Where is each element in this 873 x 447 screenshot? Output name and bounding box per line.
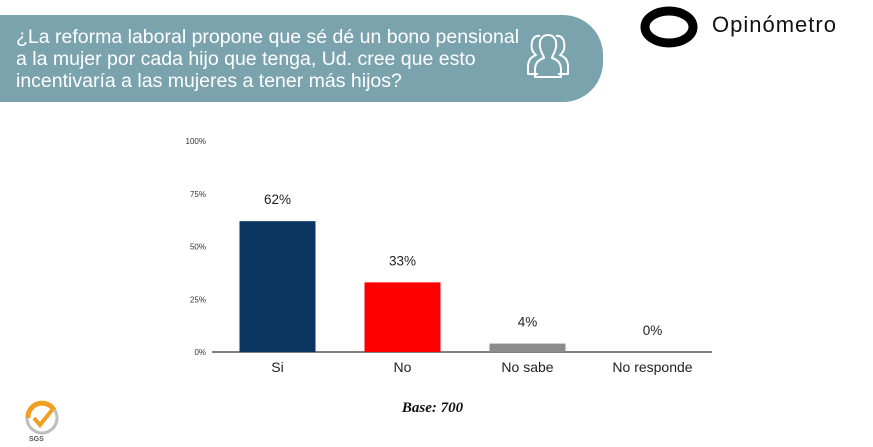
- bar: [364, 282, 441, 352]
- sgs-label: SGS: [29, 436, 44, 443]
- y-tick-label: 25%: [190, 295, 206, 304]
- x-tick-label: No: [394, 359, 412, 375]
- sgs-certification-icon: [25, 400, 59, 435]
- y-tick-label: 100%: [186, 137, 206, 146]
- bar: [239, 221, 316, 352]
- brand-name: Opinómetro: [712, 12, 837, 37]
- base-label: Base: 700: [401, 400, 464, 416]
- opinometro-logo-icon: [640, 6, 698, 48]
- x-tick-label: Si: [271, 359, 283, 375]
- x-tick-label: No responde: [612, 359, 692, 375]
- x-tick-label: No sabe: [501, 359, 553, 375]
- question-line: incentivaría a las mujeres a tener más h…: [16, 70, 402, 92]
- question-banner: ¿La reforma laboral propone que sé dé un…: [0, 15, 603, 102]
- data-label: 33%: [389, 253, 416, 268]
- people-group-icon: [527, 34, 569, 78]
- data-label: 4%: [518, 315, 538, 330]
- question-line: ¿La reforma laboral propone que sé dé un…: [16, 26, 520, 48]
- question-line: a la mujer por cada hijo que tenga, Ud. …: [16, 48, 476, 70]
- question-text: ¿La reforma laboral propone que sé dé un…: [16, 26, 520, 92]
- y-tick-label: 75%: [190, 190, 206, 199]
- bar: [489, 343, 566, 352]
- data-label: 0%: [643, 323, 663, 338]
- y-tick-label: 50%: [190, 243, 206, 252]
- y-tick-label: 0%: [194, 348, 206, 357]
- data-label: 62%: [264, 192, 291, 207]
